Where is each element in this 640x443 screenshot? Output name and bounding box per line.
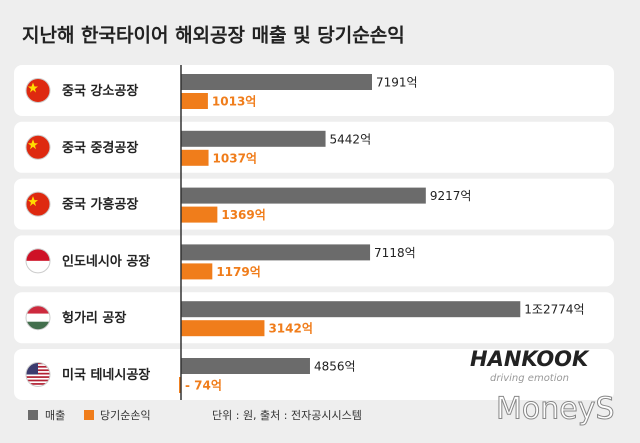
bar — [181, 206, 218, 223]
flag — [26, 135, 50, 160]
legend-label: 당기순손익 — [100, 409, 151, 422]
bar — [179, 377, 181, 393]
category-label: 미국 테네시공장 — [62, 367, 150, 383]
value-label: 3142억 — [268, 322, 312, 336]
value-label: 1조2774억 — [524, 303, 584, 317]
category-label: 중국 가흥공장 — [62, 197, 138, 213]
flag-field — [26, 135, 50, 160]
bar — [181, 301, 521, 318]
value-label: 1179억 — [216, 265, 260, 279]
bar — [181, 74, 372, 90]
flag-top — [26, 305, 50, 314]
bars: 7191억 1013억 5442억 1037억 9217억 1369억 7118억 1179억… — [179, 74, 585, 393]
flag-stripe — [26, 376, 50, 378]
flag-mid — [26, 313, 50, 322]
flag-group — [25, 78, 51, 103]
flag — [26, 362, 50, 385]
bar — [181, 358, 310, 374]
flag-group — [25, 134, 51, 160]
flag — [26, 192, 50, 217]
flag-ring — [25, 305, 51, 331]
flag-group — [25, 362, 51, 387]
row-panel — [14, 235, 614, 287]
bar — [181, 263, 213, 280]
value-label: - 74억 — [185, 379, 222, 393]
bar — [181, 187, 426, 204]
value-label: 5442억 — [330, 132, 372, 146]
bar — [181, 130, 326, 147]
value-label: 1369억 — [221, 208, 265, 222]
category-label: 중국 강소공장 — [62, 83, 138, 99]
legend-label: 매출 — [45, 409, 65, 422]
row-panel — [14, 349, 614, 400]
value-label: 7118억 — [374, 246, 416, 260]
flag-group — [25, 191, 51, 217]
flag — [26, 248, 50, 273]
flag-star — [28, 139, 38, 150]
value-label: 1013억 — [212, 95, 256, 109]
flag-group — [25, 248, 51, 274]
flag-group — [25, 305, 51, 331]
row-panel — [14, 121, 614, 173]
row-panel — [14, 65, 614, 116]
category-label: 헝가리 공장 — [62, 310, 126, 326]
flag-star — [28, 196, 38, 207]
value-label: 9217억 — [430, 189, 472, 203]
flag-star — [28, 82, 38, 93]
flag-stripe — [26, 379, 50, 382]
flag-bottom — [26, 321, 50, 330]
bar — [181, 93, 208, 109]
flag-field — [26, 78, 50, 103]
row-panel — [14, 178, 614, 230]
flag-ring — [25, 134, 51, 160]
flag-top — [26, 248, 50, 261]
bar — [181, 244, 371, 261]
category-label: 중국 중경공장 — [62, 140, 138, 156]
flag-ring — [25, 248, 51, 274]
chart-title: 지난해 한국타이어 해외공장 매출 및 당기순손익 — [22, 25, 405, 47]
flag-ring — [25, 78, 51, 103]
value-label: 4856억 — [314, 360, 356, 374]
flag-ring — [25, 191, 51, 217]
flag — [26, 305, 50, 330]
flag-stripe — [26, 383, 50, 385]
flag-field — [26, 192, 50, 217]
brand-logo: HANKOOK — [470, 347, 590, 371]
bar — [181, 149, 209, 166]
value-label: 1037억 — [213, 151, 257, 165]
legend-swatch — [84, 410, 94, 420]
value-label: 7191억 — [376, 76, 418, 90]
unit-note: 단위 : 원, 출처 : 전자공시시스템 — [212, 409, 362, 422]
watermark: MoneyS — [496, 392, 615, 427]
flag-ring — [25, 362, 51, 387]
bar — [181, 320, 265, 337]
category-label: 인도네시아 공장 — [62, 253, 150, 269]
flag-bottom — [26, 260, 50, 273]
brand-tagline: driving emotion — [490, 373, 569, 384]
legend-swatch — [28, 410, 38, 420]
flag — [26, 78, 50, 103]
